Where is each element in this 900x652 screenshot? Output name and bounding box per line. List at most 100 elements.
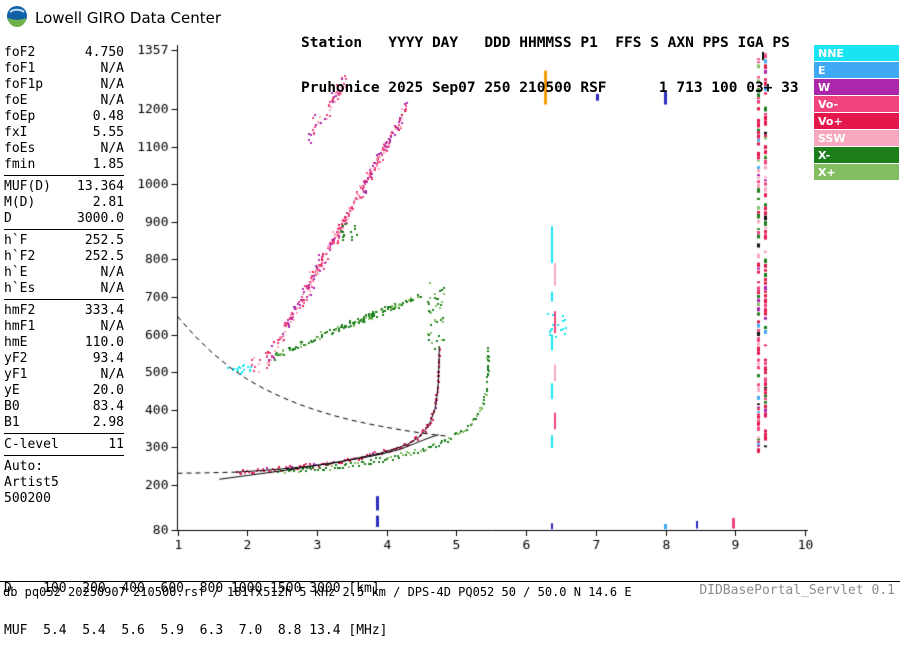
param-value: 20.0 — [92, 383, 124, 398]
legend-item-vo-: Vo- — [814, 96, 899, 112]
param-value: 252.5 — [84, 233, 124, 248]
param-row-b0: B0 83.4 — [4, 399, 124, 415]
param-row-ye: yE 20.0 — [4, 383, 124, 399]
param-value: N/A — [100, 367, 124, 382]
param-label: C-level — [4, 437, 59, 452]
param-group: foF2 4.750 foF1 N/A foF1p N/A foE N/A foEp 0.48 fx… — [4, 45, 124, 176]
giro-ionogram-page: { "header": { "brand": "Lowell GIRO Data… — [0, 0, 900, 638]
param-value: N/A — [100, 319, 124, 334]
measurement-status-line: db pq052 20250907 210500.rsf / 181fx512h… — [3, 585, 632, 599]
param-label: yE — [4, 383, 20, 398]
param-value: 5.55 — [92, 125, 124, 140]
param-row-fof1p: foF1p N/A — [4, 77, 124, 93]
param-value: 13.364 — [77, 179, 124, 194]
param-group: C-level 11 — [4, 437, 124, 456]
param-label: h`F2 — [4, 249, 36, 264]
param-row-yf2: yF2 93.4 — [4, 351, 124, 367]
param-label: fmin — [4, 157, 36, 172]
legend-item-x-: X- — [814, 147, 899, 163]
muf-row: MUF 5.4 5.4 5.6 5.9 6.3 7.0 8.8 13.4 [MH… — [4, 623, 388, 638]
param-row-md: M(D) 2.81 — [4, 195, 124, 211]
param-row-clevel: C-level 11 — [4, 437, 124, 453]
param-row-he: h`E N/A — [4, 265, 124, 281]
param-row-hf2: h`F2 252.5 — [4, 249, 124, 265]
echo-direction-legend: NNE E W Vo- Vo+ SSW X- X+ — [814, 45, 899, 181]
param-label: foF1p — [4, 77, 44, 92]
param-value: 0.48 — [92, 109, 124, 124]
param-row-fof1: foF1 N/A — [4, 61, 124, 77]
ionogram-plot — [0, 0, 900, 600]
legend-item-w: W — [814, 79, 899, 95]
param-label: h`Es — [4, 281, 36, 296]
station-values-line: Pruhonice 2025 Sep07 250 210500 RSF 1 71… — [301, 80, 799, 96]
param-value: 11 — [108, 437, 124, 452]
param-label: foF1 — [4, 61, 36, 76]
param-label: foEs — [4, 141, 36, 156]
param-label: hmE — [4, 335, 28, 350]
param-label: yF1 — [4, 367, 28, 382]
param-value: 333.4 — [84, 303, 124, 318]
param-value: 83.4 — [92, 399, 124, 414]
autoscaler-row: Artist5 — [4, 475, 59, 490]
param-value: 2.81 — [92, 195, 124, 210]
param-label: fxI — [4, 125, 28, 140]
distance-row: D 100 200 400 600 800 1000 1500 3000 [km… — [4, 581, 380, 596]
param-value: N/A — [100, 281, 124, 296]
param-value: 3000.0 — [77, 211, 124, 226]
param-row-yf1: yF1 N/A — [4, 367, 124, 383]
param-group: hmF2 333.4 hmF1 N/A hmE 110.0 yF2 93.4 yF1 N/A yE 2… — [4, 303, 124, 434]
param-row-foep: foEp 0.48 — [4, 109, 124, 125]
footer-divider — [0, 581, 900, 582]
param-label: h`F — [4, 233, 28, 248]
autoscaler-row: Auto: — [4, 459, 44, 474]
param-row-hmf2: hmF2 333.4 — [4, 303, 124, 319]
legend-item-ssw: SSW — [814, 130, 899, 146]
param-value: 2.98 — [92, 415, 124, 430]
legend-item-e: E — [814, 62, 899, 78]
param-label: D — [4, 211, 12, 226]
param-value: N/A — [100, 77, 124, 92]
param-label: MUF(D) — [4, 179, 51, 194]
param-row-d: D 3000.0 — [4, 211, 124, 227]
brand-title: Lowell GIRO Data Center — [35, 9, 221, 27]
param-row-hme: hmE 110.0 — [4, 335, 124, 351]
param-value: N/A — [100, 93, 124, 108]
param-row-hf: h`F 252.5 — [4, 233, 124, 249]
param-group: MUF(D) 13.364 M(D) 2.81 D 3000.0 — [4, 179, 124, 230]
param-label: h`E — [4, 265, 28, 280]
param-label: M(D) — [4, 195, 36, 210]
param-value: N/A — [100, 61, 124, 76]
param-row-mufd: MUF(D) 13.364 — [4, 179, 124, 195]
param-row-hmf1: hmF1 N/A — [4, 319, 124, 335]
param-value: N/A — [100, 265, 124, 280]
legend-item-x+: X+ — [814, 164, 899, 180]
station-header-block: Station YYYY DAY DDD HHMMSS P1 FFS S AXN… — [301, 6, 799, 111]
legend-item-vo+: Vo+ — [814, 113, 899, 129]
param-row-foe: foE N/A — [4, 93, 124, 109]
muf-distance-table: D 100 200 400 600 800 1000 1500 3000 [km… — [4, 554, 388, 652]
param-value: 1.85 — [92, 157, 124, 172]
param-row-b1: B1 2.98 — [4, 415, 124, 431]
param-value: 110.0 — [84, 335, 124, 350]
param-value: 252.5 — [84, 249, 124, 264]
param-row-hes: h`Es N/A — [4, 281, 124, 297]
station-header-line: Station YYYY DAY DDD HHMMSS P1 FFS S AXN… — [301, 35, 790, 51]
param-label: yF2 — [4, 351, 28, 366]
brand: Lowell GIRO Data Center — [6, 5, 221, 31]
lowell-logo-icon — [6, 5, 28, 31]
param-label: hmF1 — [4, 319, 36, 334]
param-label: B1 — [4, 415, 20, 430]
param-row-foes: foEs N/A — [4, 141, 124, 157]
param-label: foE — [4, 93, 28, 108]
param-row-fmin: fmin 1.85 — [4, 157, 124, 173]
param-label: foF2 — [4, 45, 36, 60]
param-label: B0 — [4, 399, 20, 414]
param-label: hmF2 — [4, 303, 36, 318]
servlet-version-label: DIDBasePortal_Servlet 0.1 — [699, 583, 895, 598]
legend-item-nne: NNE — [814, 45, 899, 61]
param-group: h`F 252.5 h`F2 252.5 h`E N/A h`Es N/A — [4, 233, 124, 300]
param-label: foEp — [4, 109, 36, 124]
param-value: 4.750 — [84, 45, 124, 60]
autoscaler-block: Auto: Artist5 500200 — [4, 459, 124, 507]
ionogram-parameters-panel: foF2 4.750 foF1 N/A foF1p N/A foE N/A foEp 0.48 fx… — [4, 45, 124, 507]
